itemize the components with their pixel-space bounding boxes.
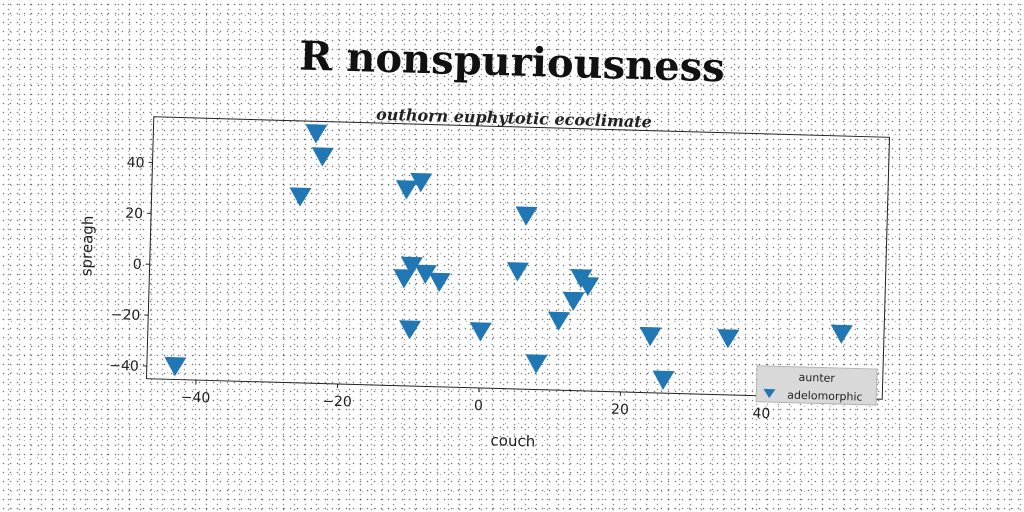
- data-point: [577, 276, 600, 297]
- data-point: [393, 269, 416, 289]
- legend: aunter adelomorphic: [755, 365, 878, 406]
- plot-frame: [145, 116, 891, 400]
- data-point: [515, 206, 538, 226]
- data-point: [469, 322, 492, 342]
- data-point: [305, 124, 328, 144]
- y-tick-label: 0: [133, 257, 142, 273]
- legend-box: [755, 365, 878, 406]
- x-tick-label: −40: [181, 390, 211, 407]
- y-tick-label: −40: [109, 358, 139, 375]
- data-point: [830, 324, 853, 344]
- data-point: [547, 311, 570, 331]
- plot-area: −40 −20 0 20 40 −40 −20 0 20 40 couch spreagh au…: [77, 116, 891, 451]
- data-point: [506, 262, 529, 282]
- data-point: [414, 264, 437, 284]
- data-point: [164, 356, 187, 377]
- y-tick-label: 40: [126, 155, 144, 171]
- data-point: [410, 172, 433, 193]
- data-point: [562, 291, 585, 311]
- y-axis: −40 −20 0 20 40: [109, 155, 153, 375]
- y-axis-label: spreagh: [77, 215, 97, 276]
- data-point: [717, 329, 740, 349]
- data-point: [525, 354, 548, 374]
- legend-title: aunter: [798, 371, 835, 385]
- x-axis-label: couch: [490, 431, 535, 450]
- data-point: [652, 370, 675, 390]
- data-point: [399, 320, 422, 340]
- legend-label: adelomorphic: [787, 389, 863, 404]
- data-point: [311, 147, 334, 167]
- x-tick-label: 40: [752, 406, 770, 422]
- legend-marker: [763, 388, 776, 399]
- data-point: [289, 187, 312, 207]
- x-tick-label: 0: [474, 398, 483, 414]
- x-tick-label: −20: [322, 394, 352, 411]
- x-tick-label: 20: [611, 402, 629, 418]
- data-point: [428, 272, 451, 292]
- data-point: [400, 256, 423, 276]
- y-tick-label: −20: [110, 307, 140, 324]
- data-point: [639, 326, 662, 347]
- x-axis: −40 −20 0 20 40: [181, 380, 771, 422]
- data-points: [164, 124, 853, 390]
- data-point: [395, 180, 418, 200]
- y-tick-label: 20: [125, 206, 143, 222]
